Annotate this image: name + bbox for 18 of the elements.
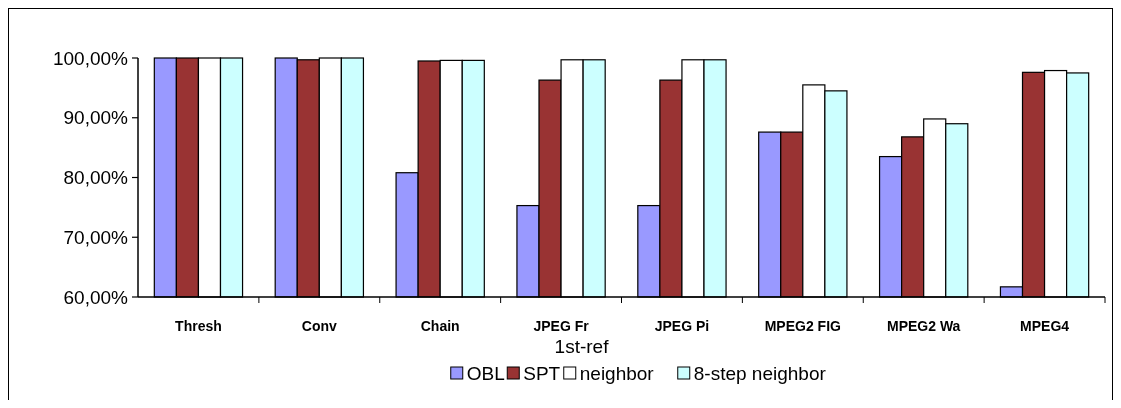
x-tick-label: Chain <box>420 318 460 334</box>
x-tick-label: JPEG Fr <box>533 318 590 334</box>
x-tick-label: Conv <box>301 318 338 334</box>
y-tick-label: 80,00% <box>63 167 129 189</box>
y-tick-label: 100,00% <box>52 47 129 69</box>
legend-label: OBL <box>466 363 505 384</box>
y-tick-label: 90,00% <box>63 107 129 129</box>
legend-label: 8-step neighbor <box>693 363 827 384</box>
y-tick-label: 70,00% <box>63 226 129 248</box>
x-tick-label: MPEG2 Wa <box>886 318 961 334</box>
x-tick-label: MPEG2 FIG <box>764 318 842 334</box>
x-tick-label: Thresh <box>175 318 222 334</box>
legend-label: SPT <box>523 363 561 384</box>
legend-label: neighbor <box>579 363 655 384</box>
y-tick-label: 60,00% <box>63 286 129 308</box>
x-axis-title: 1st-ref <box>554 336 610 357</box>
x-tick-label: JPEG Pi <box>654 318 710 334</box>
x-tick-label: MPEG4 <box>1020 318 1070 334</box>
